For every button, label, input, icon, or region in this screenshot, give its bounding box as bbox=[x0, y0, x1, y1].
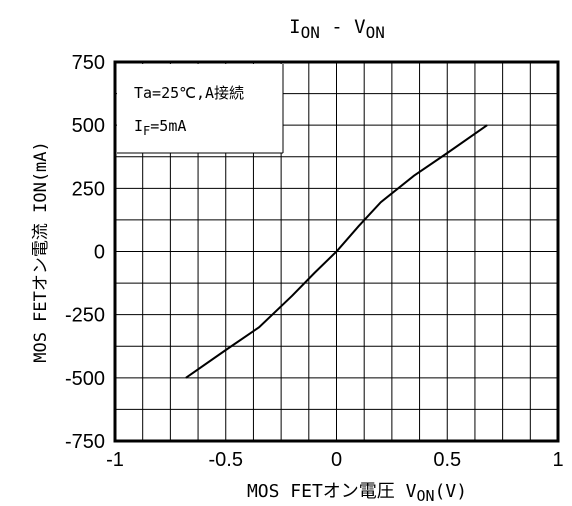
annotation-if-sub: F bbox=[143, 124, 150, 138]
x-label-unit: (V) bbox=[435, 481, 468, 502]
x-tick-labels: -1 -0.5 0 0.5 1 bbox=[106, 449, 563, 471]
chart-title: ION - VON bbox=[289, 16, 385, 42]
annotation-background bbox=[117, 64, 283, 153]
x-axis-label: MOS FETオン電圧 VON(V) bbox=[247, 481, 467, 505]
y-tick-label: 250 bbox=[72, 178, 105, 200]
x-tick-label: 1 bbox=[552, 449, 563, 471]
y-tick-label: -750 bbox=[65, 431, 105, 453]
y-tick-label: 750 bbox=[72, 52, 105, 74]
title-separator: - bbox=[320, 16, 354, 38]
y-tick-labels: 750 500 250 0 -250 -500 -750 bbox=[65, 52, 105, 453]
annotation-box: Ta=25℃,A接続 IF=5mA bbox=[117, 64, 284, 154]
x-tick-label: 0 bbox=[331, 449, 342, 471]
series-line bbox=[185, 124, 488, 379]
x-label-prefix: MOS FETオン電圧 bbox=[247, 481, 406, 502]
x-label-sub: ON bbox=[416, 487, 434, 505]
plot-frame bbox=[113, 60, 560, 443]
title-i-sub: ON bbox=[301, 23, 320, 42]
series-layer bbox=[185, 124, 488, 379]
title-v-sub: ON bbox=[366, 23, 385, 42]
y-tick-label: 0 bbox=[94, 242, 105, 264]
x-tick-label: 0.5 bbox=[433, 449, 461, 471]
annotation-conditions: Ta=25℃,A接続 bbox=[134, 84, 244, 102]
annotation-if-var: I bbox=[134, 117, 143, 135]
title-v: V bbox=[354, 16, 365, 38]
x-label-var: V bbox=[406, 481, 417, 502]
y-tick-label: 500 bbox=[72, 115, 105, 137]
x-tick-label: -0.5 bbox=[209, 449, 243, 471]
annotation-if-value: =5mA bbox=[150, 117, 186, 135]
y-axis-label: MOS FETオン電流 ION(mA) bbox=[31, 141, 51, 363]
title-i: I bbox=[289, 16, 300, 38]
annotation-forward-current: IF=5mA bbox=[134, 117, 186, 138]
x-tick-label: -1 bbox=[106, 449, 124, 471]
y-tick-label: -250 bbox=[65, 305, 105, 327]
y-tick-label: -500 bbox=[65, 368, 105, 390]
